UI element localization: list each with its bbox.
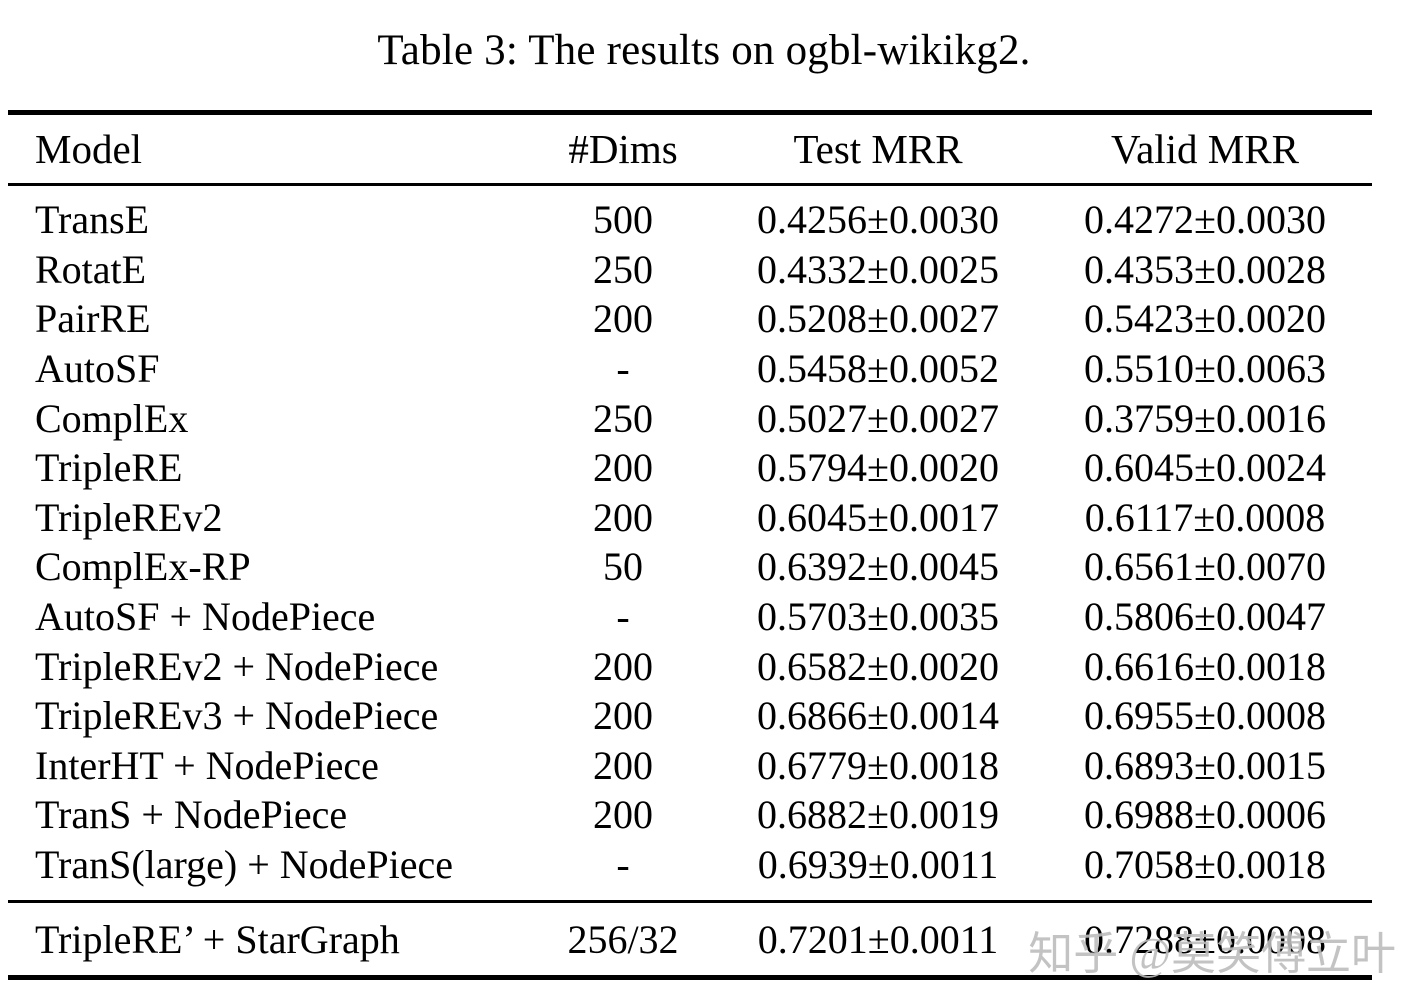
- model-cell: AutoSF: [35, 346, 160, 392]
- valid-mrr-cell: 0.3759±0.0016: [1084, 395, 1326, 441]
- table-row: ComplEx-RP 50 0.6392±0.0045 0.6561±0.0070: [8, 542, 1372, 592]
- table-row: TripleRE 200 0.5794±0.0020 0.6045±0.0024: [8, 443, 1372, 493]
- column-header-dims: #Dims: [568, 126, 678, 172]
- model-cell: AutoSF + NodePiece: [35, 594, 376, 640]
- dims-cell: 200: [593, 296, 653, 342]
- table-row: TranS(large) + NodePiece - 0.6939±0.0011 0.…: [8, 840, 1372, 890]
- test-mrr-cell: 0.4332±0.0025: [757, 246, 999, 292]
- test-mrr-cell: 0.4256±0.0030: [757, 197, 999, 243]
- valid-mrr-cell: 0.4272±0.0030: [1084, 197, 1326, 243]
- table-row: TripleREv2 200 0.6045±0.0017 0.6117±0.0008: [8, 493, 1372, 543]
- valid-mrr-cell: 0.6893±0.0015: [1084, 742, 1326, 788]
- table-header-rule: [8, 183, 1372, 186]
- table-header-row: Model #Dims Test MRR Valid MRR: [8, 115, 1372, 183]
- dims-cell: 200: [593, 693, 653, 739]
- table-row: InterHT + NodePiece 200 0.6779±0.0018 0.689…: [8, 741, 1372, 791]
- test-mrr-cell: 0.6779±0.0018: [757, 742, 999, 788]
- valid-mrr-cell: 0.6955±0.0008: [1084, 693, 1326, 739]
- column-header-model: Model: [35, 126, 143, 172]
- test-mrr-cell: 0.7201±0.0011: [757, 916, 999, 962]
- test-mrr-cell: 0.6939±0.0011: [757, 842, 999, 888]
- test-mrr-cell: 0.5208±0.0027: [757, 296, 999, 342]
- valid-mrr-cell: 0.6117±0.0008: [1084, 494, 1326, 540]
- test-mrr-cell: 0.6882±0.0019: [757, 792, 999, 838]
- table-bottom-rule: [8, 975, 1372, 981]
- table-row: TransE 500 0.4256±0.0030 0.4272±0.0030: [8, 195, 1372, 245]
- test-mrr-cell: 0.5027±0.0027: [757, 395, 999, 441]
- valid-mrr-cell: 0.5806±0.0047: [1084, 594, 1326, 640]
- table-row: TripleRE’ + StarGraph 256/32 0.7201±0.0011…: [8, 903, 1372, 975]
- dims-cell: -: [616, 594, 630, 640]
- dims-cell: 50: [603, 544, 643, 590]
- results-table: Model #Dims Test MRR Valid MRR TransE 500…: [8, 110, 1372, 981]
- model-cell: TranS + NodePiece: [35, 792, 348, 838]
- model-cell: TripleREv2 + NodePiece: [35, 643, 439, 689]
- model-cell: TripleRE: [35, 445, 183, 491]
- valid-mrr-cell: 0.6988±0.0006: [1084, 792, 1326, 838]
- model-cell: ComplEx-RP: [35, 544, 251, 590]
- model-cell: PairRE: [35, 296, 151, 342]
- valid-mrr-cell: 0.5423±0.0020: [1084, 296, 1326, 342]
- test-mrr-cell: 0.5794±0.0020: [757, 445, 999, 491]
- table-caption: Table 3: The results on ogbl-wikikg2.: [377, 27, 1031, 74]
- valid-mrr-cell: 0.5510±0.0063: [1084, 346, 1326, 392]
- model-cell: ComplEx: [35, 395, 189, 441]
- dims-cell: -: [616, 346, 630, 392]
- dims-cell: 200: [593, 445, 653, 491]
- valid-mrr-cell: 0.7058±0.0018: [1084, 842, 1326, 888]
- valid-mrr-cell: 0.7288±0.0008: [1084, 916, 1326, 962]
- dims-cell: 256/32: [567, 916, 679, 962]
- model-cell: TranS(large) + NodePiece: [35, 842, 454, 888]
- table-row: AutoSF - 0.5458±0.0052 0.5510±0.0063: [8, 344, 1372, 394]
- dims-cell: 200: [593, 643, 653, 689]
- table-footer: TripleRE’ + StarGraph 256/32 0.7201±0.0011…: [8, 903, 1372, 975]
- table-top-rule: [8, 110, 1372, 115]
- test-mrr-cell: 0.6045±0.0017: [757, 494, 999, 540]
- table-row: AutoSF + NodePiece - 0.5703±0.0035 0.5806±0…: [8, 592, 1372, 642]
- table-section-rule: [8, 900, 1372, 904]
- test-mrr-cell: 0.5703±0.0035: [757, 594, 999, 640]
- table-row: TripleREv2 + NodePiece 200 0.6582±0.0020 0.…: [8, 641, 1372, 691]
- dims-cell: 200: [593, 494, 653, 540]
- model-cell: TripleREv2: [35, 494, 223, 540]
- test-mrr-cell: 0.6866±0.0014: [757, 693, 999, 739]
- dims-cell: 200: [593, 742, 653, 788]
- valid-mrr-cell: 0.4353±0.0028: [1084, 246, 1326, 292]
- table-row: TripleREv3 + NodePiece 200 0.6866±0.0014 0.…: [8, 691, 1372, 741]
- table-row: TranS + NodePiece 200 0.6882±0.0019 0.6988±…: [8, 790, 1372, 840]
- column-header-valid-mrr: Valid MRR: [1111, 126, 1299, 172]
- dims-cell: 200: [593, 792, 653, 838]
- test-mrr-cell: 0.5458±0.0052: [757, 346, 999, 392]
- valid-mrr-cell: 0.6045±0.0024: [1084, 445, 1326, 491]
- test-mrr-cell: 0.6582±0.0020: [757, 643, 999, 689]
- dims-cell: 250: [593, 246, 653, 292]
- test-mrr-cell: 0.6392±0.0045: [757, 544, 999, 590]
- dims-cell: 250: [593, 395, 653, 441]
- table-row: ComplEx 250 0.5027±0.0027 0.3759±0.0016: [8, 393, 1372, 443]
- model-cell: TripleRE’ + StarGraph: [35, 916, 400, 962]
- valid-mrr-cell: 0.6561±0.0070: [1084, 544, 1326, 590]
- dims-cell: 500: [593, 197, 653, 243]
- model-cell: RotatE: [35, 246, 147, 292]
- table-body: TransE 500 0.4256±0.0030 0.4272±0.0030 Rotat…: [8, 186, 1372, 900]
- model-cell: InterHT + NodePiece: [35, 742, 379, 788]
- table-row: RotatE 250 0.4332±0.0025 0.4353±0.0028: [8, 245, 1372, 295]
- model-cell: TripleREv3 + NodePiece: [35, 693, 439, 739]
- column-header-test-mrr: Test MRR: [793, 126, 963, 172]
- dims-cell: -: [616, 842, 630, 888]
- valid-mrr-cell: 0.6616±0.0018: [1084, 643, 1326, 689]
- model-cell: TransE: [35, 197, 150, 243]
- table-row: PairRE 200 0.5208±0.0027 0.5423±0.0020: [8, 294, 1372, 344]
